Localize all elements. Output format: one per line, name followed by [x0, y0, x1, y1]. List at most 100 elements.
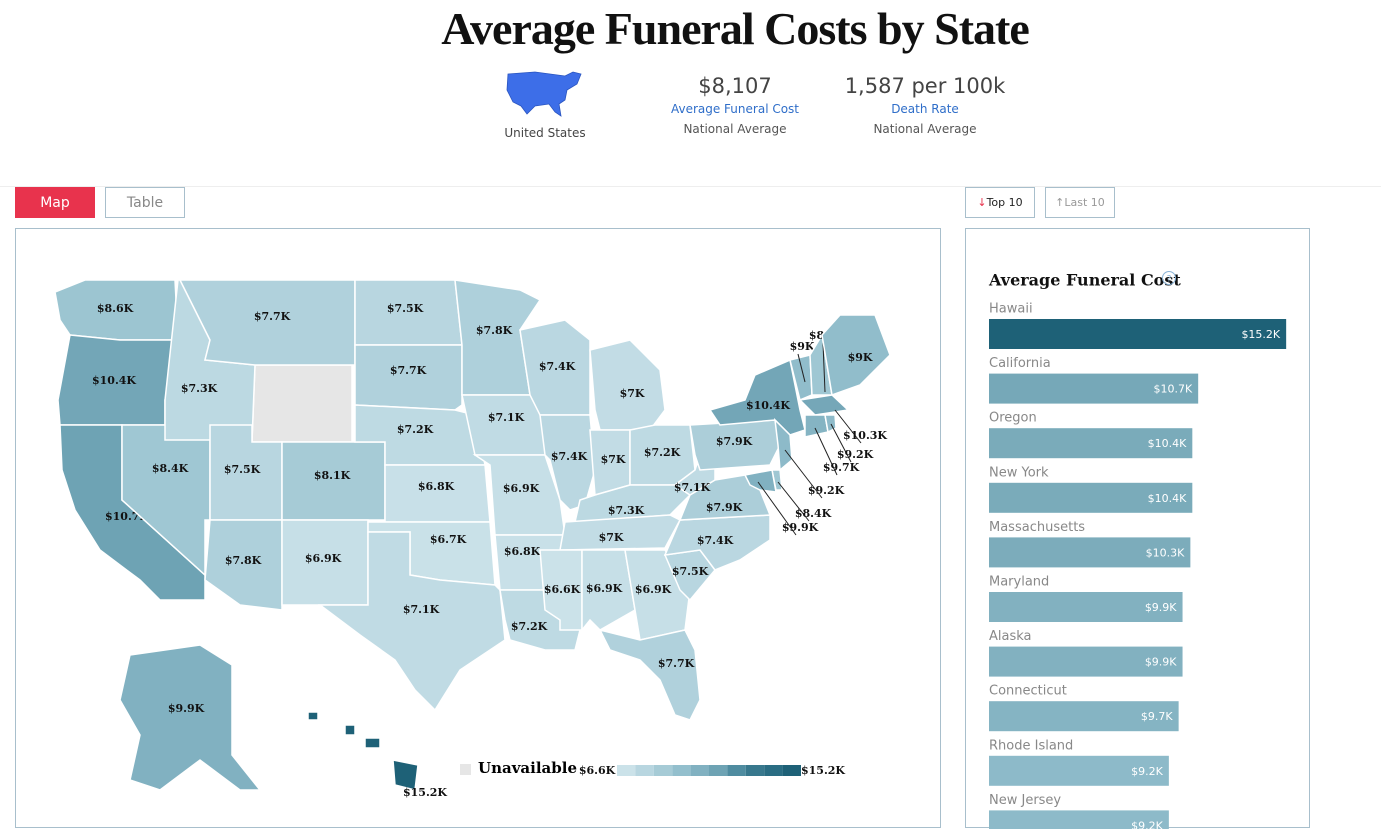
legend-step [727, 765, 746, 776]
state-label: $7.7K [390, 364, 427, 377]
state-label: $9K [848, 351, 873, 364]
bar-category: Hawaii [989, 302, 1033, 317]
state-label: $15.2K [403, 786, 447, 799]
state [354, 344, 463, 411]
page-title: Average Funeral Costs by State [441, 3, 1030, 54]
state-label: $7.7K [658, 657, 695, 670]
state-label: $9.7K [823, 461, 860, 474]
state-label: $7K [620, 387, 645, 400]
state-label: $7.3K [608, 504, 645, 517]
state-label: $6.9K [503, 482, 540, 495]
leader-line [757, 481, 797, 536]
state-label: $7.8K [476, 324, 513, 337]
state-label: $7.4K [697, 534, 734, 547]
bar-chart: Average Funeral Cost ? Hawaii $15.2K Calif… [988, 271, 1287, 833]
state-label: $7.5K [387, 302, 424, 315]
stat-note: National Average [873, 122, 977, 136]
state-label: $7.1K [488, 411, 525, 424]
bar [989, 319, 1287, 349]
bar-value-label: $15.2K [1241, 328, 1280, 341]
bar [989, 428, 1193, 459]
state-label: $9K [790, 340, 815, 353]
button-label: Top 10 [986, 196, 1023, 209]
state-label: $7.5K [672, 565, 709, 578]
info-icon-mark: ? [1167, 275, 1172, 285]
legend-swatch [460, 764, 471, 775]
bar-value-label: $9.2K [1131, 765, 1163, 778]
state [392, 759, 419, 791]
button-label: Last 10 [1064, 196, 1105, 209]
state-label: $7.1K [674, 481, 711, 494]
info-icon[interactable] [1162, 271, 1176, 285]
leader-line [784, 449, 823, 499]
state-label: $9.9K [782, 521, 819, 534]
bar [989, 646, 1183, 677]
state-label: $6.9K [635, 583, 672, 596]
us-icon [506, 71, 582, 117]
state-label: $8.6K [97, 302, 134, 315]
legend-step [617, 765, 636, 776]
state-label: $6.9K [305, 552, 342, 565]
state-label: $9.2K [808, 484, 845, 497]
state [204, 519, 283, 611]
map-tab[interactable]: Map [15, 187, 95, 218]
state-label: $6.7K [430, 533, 467, 546]
leader-line [814, 427, 838, 476]
stat-note: National Average [683, 122, 787, 136]
state-label: $6.8K [418, 480, 455, 493]
leader-line [822, 342, 826, 393]
stat-label[interactable]: Average Funeral Cost [670, 102, 800, 116]
bar-category: New Jersey [989, 793, 1061, 808]
state [773, 417, 793, 472]
state-label: $7.4K [539, 360, 576, 373]
stat: 1,587 per 100k Death Rate National Avera… [825, 74, 1025, 136]
bar [989, 755, 1169, 786]
legend-step [764, 765, 783, 776]
state-label: $7K [601, 453, 626, 466]
state [589, 339, 666, 431]
bar-value-label: $9.9K [1145, 656, 1177, 669]
bar-category: New York [989, 465, 1049, 480]
bar [989, 373, 1199, 404]
stat-label[interactable]: Death Rate [891, 102, 959, 116]
state [364, 737, 381, 749]
legend-max: $15.2K [801, 764, 845, 777]
legend-step [653, 765, 673, 776]
state-label: $8.4K [795, 507, 832, 520]
state [119, 644, 262, 791]
legend-step [745, 765, 765, 776]
leader-line [834, 409, 862, 444]
legend-step [635, 765, 654, 776]
bar-category: Massachusetts [989, 520, 1085, 535]
stat: $8,107 Average Funeral Cost National Ave… [635, 74, 835, 136]
state-label: $8.1K [314, 469, 351, 482]
map-panel: $8.6K $10.4K $10.7K $8.4K $7.3K $7.7K $7.5K $8.… [15, 228, 941, 828]
state-label: $10.4K [92, 374, 136, 387]
legend-step [709, 765, 728, 776]
state [804, 414, 829, 438]
leader-line [830, 423, 852, 463]
table-tab[interactable]: Table [105, 187, 185, 218]
last-10-button[interactable]: ↑ Last 10 [1045, 187, 1115, 218]
state [559, 514, 682, 551]
legend-min: $6.6K [579, 764, 616, 777]
state-label: $7.2K [511, 620, 548, 633]
bar-value-label: $10.7K [1153, 383, 1192, 396]
state-label: $7.9K [716, 435, 753, 448]
bar-category: Connecticut [989, 684, 1067, 699]
bar-category: Maryland [989, 575, 1049, 590]
state [344, 724, 356, 736]
state-label: $7.1K [403, 603, 440, 616]
bar-value-label: $9.2K [1131, 819, 1163, 829]
leader-line [777, 481, 810, 522]
state-label: $6.9K [586, 582, 623, 595]
leader-line [797, 353, 806, 383]
state [317, 531, 506, 712]
state-label: $7.2K [644, 446, 681, 459]
top-10-button[interactable]: ↓ Top 10 [965, 187, 1035, 218]
bar-category: Rhode Island [989, 738, 1073, 753]
legend-step [672, 765, 691, 776]
state-label: $7.9K [706, 501, 743, 514]
stat-value: 1,587 per 100k [844, 74, 1006, 98]
divider [0, 186, 1381, 187]
